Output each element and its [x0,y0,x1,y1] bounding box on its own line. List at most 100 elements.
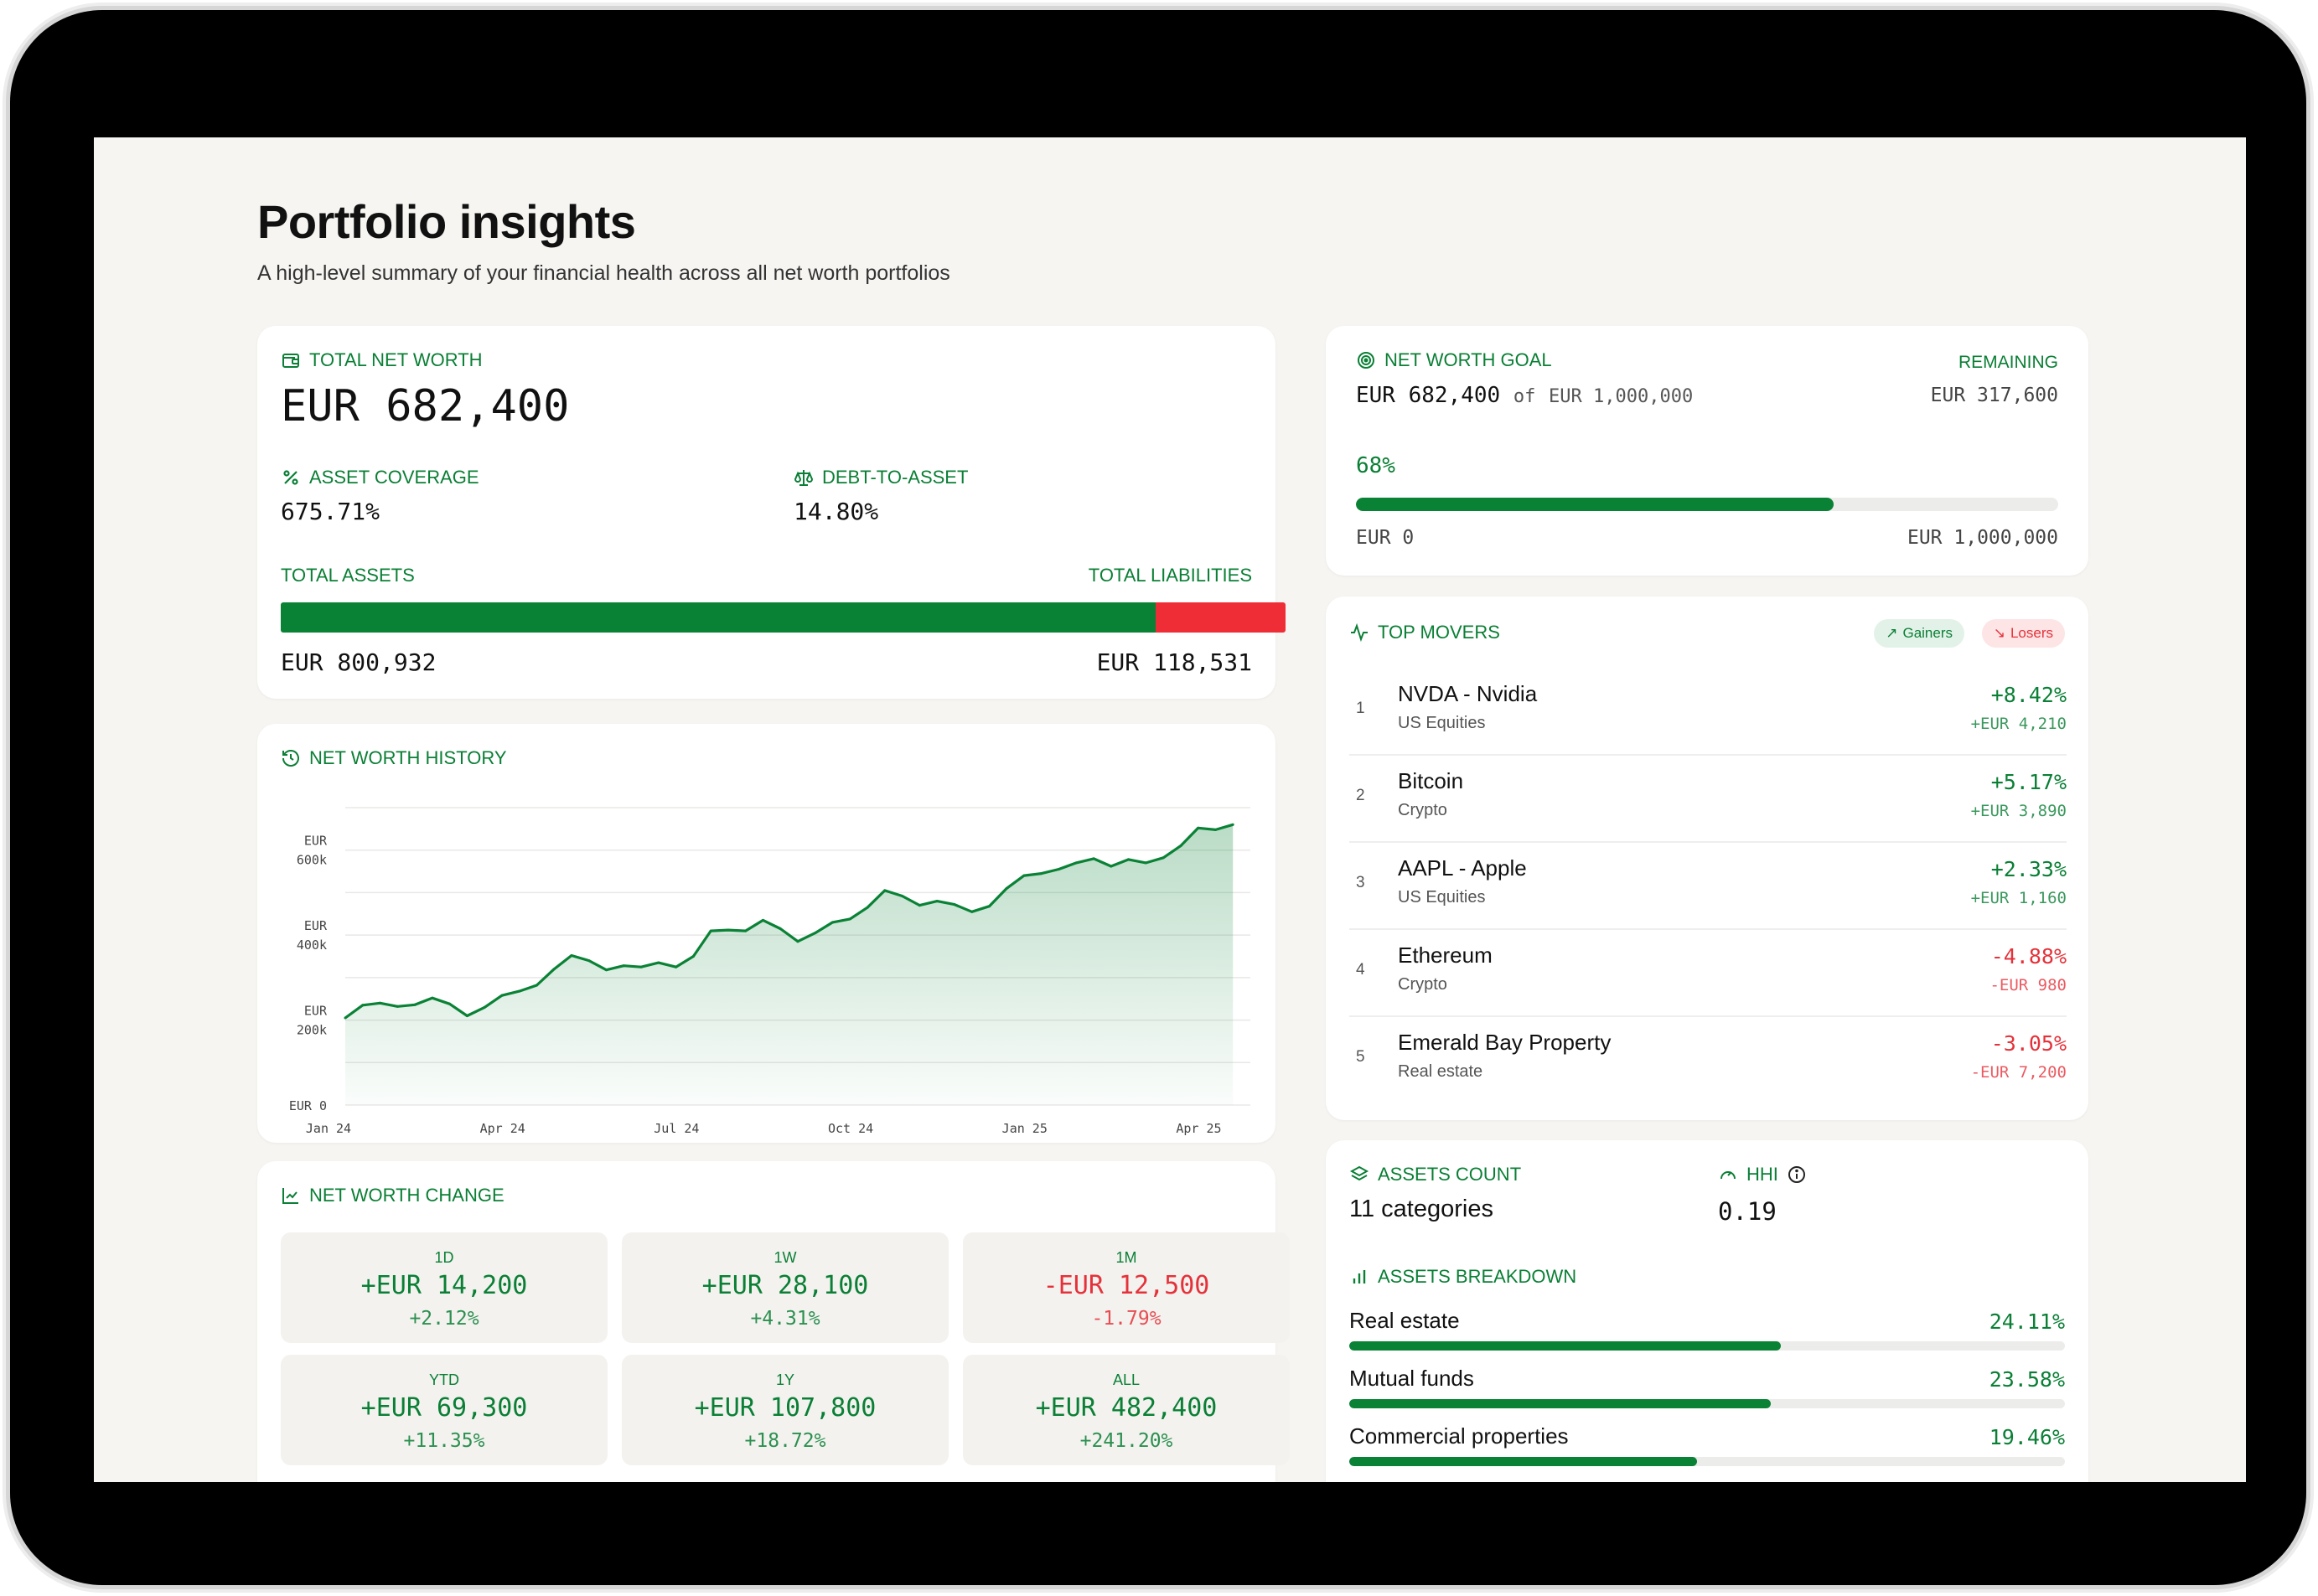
net-worth-change-card: NET WORTH CHANGE 1D +EUR 14,200 +2.12% 1W +E… [257,1161,1290,1482]
gauge-icon [1720,1171,1736,1180]
mover-percent: +5.17% [1990,770,2067,794]
tile-amount: -EUR 12,500 [1043,1271,1210,1300]
y-tick-label: 400k [297,937,327,953]
percent-icon [283,470,298,485]
data-point [727,928,730,932]
history-label: NET WORTH HISTORY [281,747,507,769]
mover-row[interactable]: 2 Bitcoin Crypto +5.17% +EUR 3,890 [1349,755,2067,843]
tile-period: 1W [774,1249,797,1266]
history-label-text: NET WORTH HISTORY [309,747,507,768]
tile-percent: +2.12% [409,1308,479,1330]
data-point [1179,844,1182,848]
app-screen: Portfolio insights A high-level summary … [94,137,2246,1482]
tablet-frame: Portfolio insights A high-level summary … [10,10,2306,1585]
data-point [396,1005,399,1008]
data-point [431,996,434,999]
mover-row[interactable]: 5 Emerald Bay Property Real estate -3.05% -E… [1349,1016,2067,1103]
change-tile: 1D +EUR 14,200 +2.12% [281,1232,608,1343]
change-tile: 1Y +EUR 107,800 +18.72% [622,1355,949,1465]
data-point [866,906,869,909]
mover-row[interactable]: 3 AAPL - Apple US Equities +2.33% +EUR 1,160 [1349,842,2067,930]
breakdown-fill [1349,1457,1698,1466]
x-tick-label: Oct 24 [828,1121,873,1136]
debt-to-asset-value: 14.80% [794,498,879,525]
data-point [691,955,695,958]
net-worth-history-card: NET WORTH HISTORY EUR 0 EUR 200k EUR 400k EUR… [257,724,1275,1143]
data-point [500,994,504,997]
breakdown-name: Real estate [1349,1308,1460,1333]
data-point [413,1003,417,1006]
breakdown-label: ASSETS BREAKDOWN [1349,1266,1576,1288]
goal-progress-track [1356,498,2058,511]
change-label: NET WORTH CHANGE [281,1185,504,1206]
mover-amount: +EUR 4,210 [1970,715,2067,733]
total-liabilities-label: TOTAL LIABILITIES [1088,565,1252,586]
data-point [779,927,782,930]
breakdown-track [1349,1341,2065,1351]
assets-bar [281,602,1156,633]
goal-progress-text: 68% [1356,453,1395,478]
data-point [1231,823,1234,826]
hhi-value: 0.19 [1718,1197,1777,1226]
data-point [1162,856,1165,860]
data-point [918,904,921,907]
activity-icon [1351,622,1368,643]
y-tick-label: EUR [304,918,328,933]
mover-name: Bitcoin [1398,768,1464,793]
mover-rank: 4 [1356,961,1365,979]
mover-rank: 5 [1356,1048,1365,1066]
mover-amount: -EUR 980 [1989,976,2067,994]
data-point [1074,861,1078,865]
losers-filter[interactable]: ↘ Losers [1981,619,2065,648]
data-point [1005,886,1008,890]
mover-category: Crypto [1398,975,1447,994]
net-worth-label-text: TOTAL NET WORTH [309,349,483,370]
layers-icon [1349,1165,1369,1181]
tile-percent: +4.31% [750,1308,820,1330]
tile-amount: +EUR 482,400 [1035,1393,1218,1423]
data-point [675,965,678,968]
mover-percent: -4.88% [1990,944,2067,968]
line-chart-icon [282,1188,298,1204]
mover-category: US Equities [1398,888,1486,906]
debt-to-asset-label-text: DEBT-TO-ASSET [822,467,969,488]
page-subtitle: A high-level summary of your financial h… [257,261,950,285]
data-point [1197,826,1200,829]
tile-period: YTD [429,1371,459,1388]
data-point [848,917,851,921]
data-point [344,1016,347,1020]
assets-count-value: 11 categories [1349,1196,1493,1222]
x-tick-label: Apr 24 [480,1121,525,1136]
goal-label-text: NET WORTH GOAL [1384,349,1552,370]
data-point [570,954,573,957]
breakdown-percent: 23.58% [1989,1367,2065,1392]
gainers-filter[interactable]: ↗ Gainers [1874,619,1964,648]
remaining-value: EUR 317,600 [1930,385,2058,406]
breakdown-fill [1349,1399,1772,1408]
y-tick-label: 600k [297,853,327,868]
data-point [709,929,712,932]
net-worth-value: EUR 682,400 [281,381,570,431]
data-point [831,921,834,924]
mover-category: Crypto [1398,801,1447,819]
mover-row[interactable]: 1 NVDA - Nvidia US Equities +8.42% +EUR 4,21… [1349,668,2067,756]
mover-row[interactable]: 4 Ethereum Crypto -4.88% -EUR 980 [1349,929,2067,1017]
asset-coverage-value: 675.71% [281,498,380,525]
goal-current: EUR 682,400 [1356,383,1501,408]
mover-percent: +8.42% [1990,683,2067,707]
remaining-label: REMAINING [1958,353,2058,372]
mover-name: Ethereum [1398,943,1493,968]
mover-percent: -3.05% [1990,1031,2067,1056]
data-point [1058,868,1060,870]
y-tick-label: EUR [304,834,328,849]
debt-to-asset-label: DEBT-TO-ASSET [794,467,968,488]
data-point [361,1004,365,1007]
tile-percent: +241.20% [1079,1430,1173,1452]
mover-category: Real estate [1398,1062,1483,1081]
hhi-label-text: HHI [1746,1164,1778,1185]
page-title: Portfolio insights [257,195,636,248]
data-point [657,961,660,964]
info-icon[interactable] [1787,1165,1807,1185]
tile-amount: +EUR 28,100 [701,1271,869,1300]
movers-label: TOP MOVERS [1349,622,1500,643]
